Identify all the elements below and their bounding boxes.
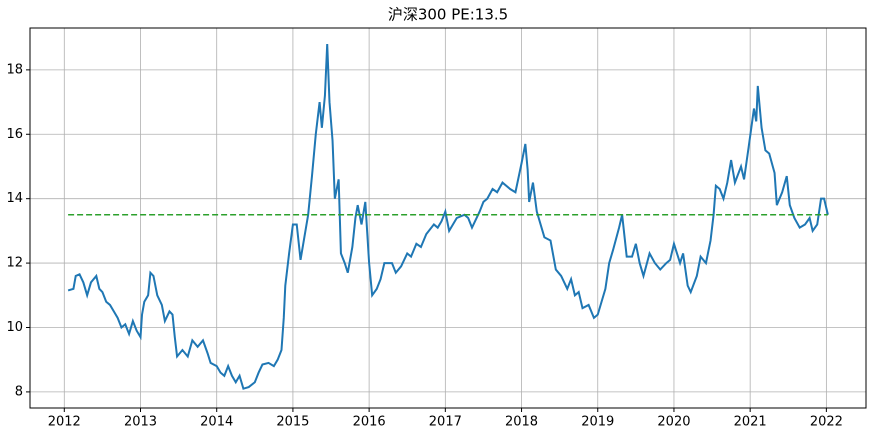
x-tick-label: 2022 [810,415,843,430]
y-tick-label: 18 [6,62,23,77]
y-tick-label: 16 [6,127,23,142]
chart-title: 沪深300 PE:13.5 [388,6,508,24]
y-tick-label: 8 [15,384,23,399]
x-tick-label: 2012 [48,415,81,430]
data-line [67,44,829,390]
x-tick-label: 2016 [353,415,386,430]
x-tick-label: 2014 [200,415,233,430]
x-tick-label: 2017 [429,415,462,430]
y-tick-label: 12 [6,256,23,271]
x-tick-label: 2013 [124,415,157,430]
plot-frame [29,27,867,409]
y-tick-label: 14 [6,191,23,206]
x-tick-label: 2018 [505,415,538,430]
x-tick-label: 2020 [657,415,690,430]
x-tick-label: 2019 [581,415,614,430]
x-tick-label: 2021 [734,415,767,430]
x-tick-label: 2015 [276,415,309,430]
y-tick-label: 10 [6,320,23,335]
